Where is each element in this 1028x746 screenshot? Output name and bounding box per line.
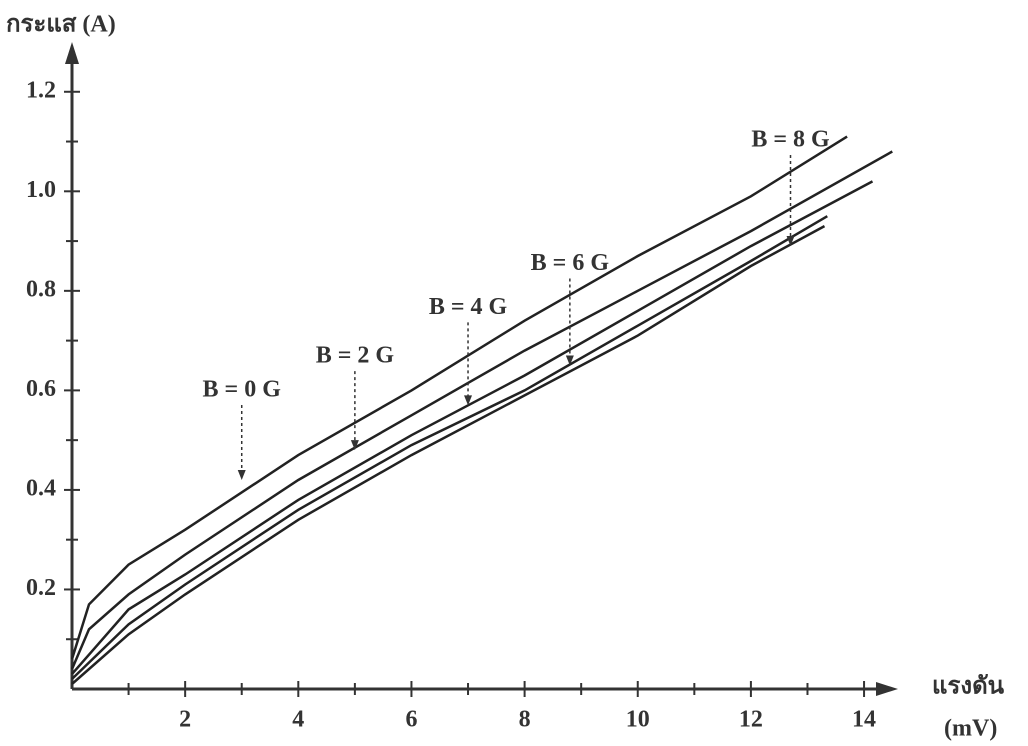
y-tick-label: 0.8 [26, 276, 56, 302]
legend-label: B = 2 G [316, 343, 395, 369]
legend-label: B = 0 G [203, 376, 282, 402]
y-tick-label: 1.0 [26, 177, 56, 203]
x-tick-label: 12 [739, 707, 763, 733]
arrow-head [464, 395, 473, 406]
arrow-head [786, 236, 795, 247]
arrow-head [565, 355, 574, 366]
legend-label: B = 6 G [531, 250, 610, 276]
x-axis-label: แรงดัน [932, 674, 1005, 700]
curve [71, 225, 826, 685]
y-tick-label: 0.4 [26, 475, 56, 501]
curve [70, 135, 848, 660]
x-tick-label: 2 [179, 707, 191, 733]
x-tick-label: 8 [519, 707, 531, 733]
x-tick-label: 6 [405, 707, 417, 733]
y-axis-arrow [65, 42, 79, 64]
x-axis-unit: (mV) [944, 716, 997, 742]
x-tick-label: 10 [626, 707, 650, 733]
arrow-head [350, 440, 359, 451]
arrow-head [237, 469, 246, 480]
y-tick-label: 0.2 [26, 575, 56, 601]
x-tick-label: 4 [292, 707, 304, 733]
curve [71, 180, 874, 675]
legend-label: B = 4 G [429, 294, 508, 320]
x-axis-arrow [876, 682, 898, 696]
y-axis-label: กระแส (A) [6, 12, 116, 38]
y-tick-label: 0.6 [26, 376, 56, 402]
legend-label: B = 8 G [751, 127, 830, 153]
curve [71, 215, 828, 680]
y-tick-label: 1.2 [26, 77, 56, 103]
x-tick-label: 14 [852, 707, 876, 733]
